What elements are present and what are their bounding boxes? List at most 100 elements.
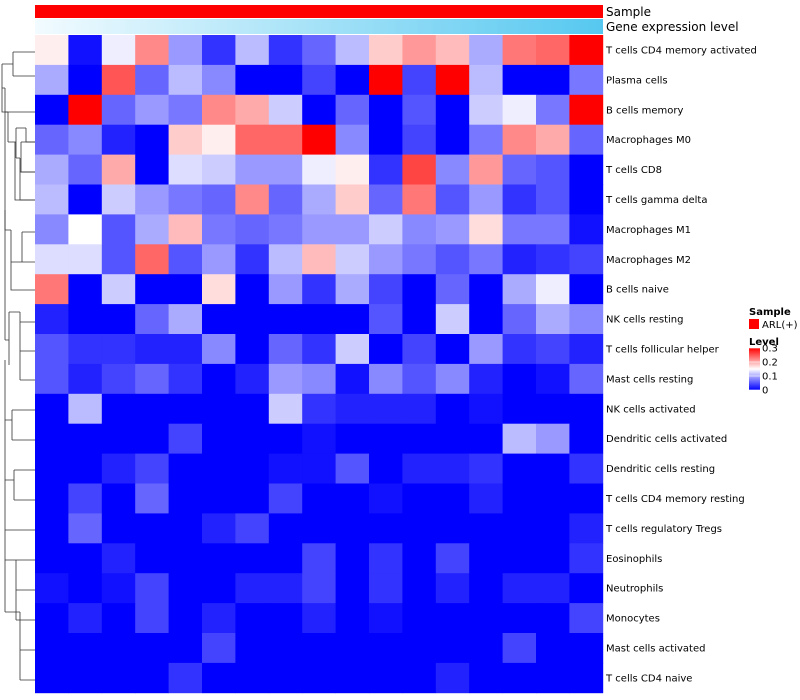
heatmap-cell <box>268 35 303 66</box>
heatmap-cell <box>302 423 336 454</box>
heatmap-cell <box>68 154 103 185</box>
row-label: NK cells activated <box>606 404 696 415</box>
heatmap-cell <box>536 603 570 634</box>
heatmap-cell <box>168 513 203 544</box>
heatmap-cell <box>569 244 604 275</box>
legend-tick-label: 0.3 <box>762 344 778 355</box>
heatmap-cell <box>369 184 403 215</box>
heatmap-cell <box>235 393 270 425</box>
heatmap-cell <box>469 363 503 395</box>
heatmap-cell <box>35 662 69 694</box>
heatmap-cell <box>168 483 203 514</box>
heatmap-cell <box>268 573 303 604</box>
heatmap-cell <box>268 244 303 275</box>
heatmap-cell <box>569 603 604 634</box>
heatmap-cell <box>202 124 236 155</box>
heatmap-cell <box>235 543 270 574</box>
heatmap-cell <box>135 662 169 694</box>
heatmap-cell <box>536 662 570 694</box>
sample-annotation-bar <box>35 5 603 18</box>
heatmap-cell <box>469 633 503 664</box>
heatmap-cell <box>502 453 537 484</box>
heatmap-cell <box>302 334 336 365</box>
heatmap-cell <box>101 35 136 66</box>
heatmap-cell <box>68 124 103 155</box>
heatmap-cell <box>569 304 604 335</box>
heatmap-cell <box>101 184 136 215</box>
heatmap-cell <box>68 483 103 514</box>
heatmap-cell <box>68 35 103 66</box>
heatmap-cell <box>536 244 570 275</box>
heatmap-cell <box>101 453 136 484</box>
heatmap-cell <box>435 154 470 185</box>
row-label: T cells regulatory Tregs <box>605 524 722 535</box>
heatmap-cell <box>135 154 169 185</box>
heatmap-cell <box>202 513 236 544</box>
heatmap-cell <box>502 124 537 155</box>
heatmap-cell <box>101 363 136 395</box>
heatmap-cell <box>569 453 604 484</box>
heatmap-cell <box>168 244 203 275</box>
heatmap-cell <box>235 244 270 275</box>
heatmap-cell <box>402 483 437 514</box>
heatmap-cell <box>536 94 570 126</box>
row-label: T cells follicular helper <box>605 344 720 355</box>
heatmap-cell <box>135 35 169 66</box>
heatmap-cell <box>569 274 604 305</box>
heatmap-cell <box>202 603 236 634</box>
heatmap-cell <box>335 453 370 484</box>
expression-annotation-bar <box>35 19 603 34</box>
heatmap-cell <box>335 124 370 155</box>
row-dendrogram <box>1 51 35 681</box>
heatmap-cell <box>168 154 203 185</box>
heatmap-cell <box>569 393 604 425</box>
heatmap-cell <box>502 513 537 544</box>
heatmap-cell <box>502 603 537 634</box>
heatmap-cell <box>435 184 470 215</box>
heatmap-cell <box>235 64 270 96</box>
heatmap-cell <box>101 304 136 335</box>
legend-sample-title: Sample <box>749 307 791 318</box>
heatmap-cell <box>302 94 336 126</box>
heatmap-cell <box>35 184 69 215</box>
heatmap-cell <box>35 393 69 425</box>
heatmap-cell <box>369 334 403 365</box>
heatmap-cell <box>469 393 503 425</box>
heatmap-cell <box>168 214 203 245</box>
heatmap-cell <box>369 662 403 694</box>
heatmap-cell <box>335 573 370 604</box>
heatmap-cell <box>202 184 236 215</box>
heatmap-cell <box>135 543 169 574</box>
heatmap-cell <box>402 363 437 395</box>
expression-annotation-label: Gene expression level <box>606 20 739 34</box>
heatmap-cell <box>469 423 503 454</box>
heatmap-cell <box>469 124 503 155</box>
heatmap-cell <box>502 184 537 215</box>
heatmap-cell <box>68 453 103 484</box>
heatmap-cell <box>68 214 103 245</box>
heatmap-cell <box>202 483 236 514</box>
heatmap-cell <box>569 633 604 664</box>
heatmap-cell <box>502 363 537 395</box>
heatmap-cell <box>536 304 570 335</box>
heatmap-cell <box>335 35 370 66</box>
heatmap-cell <box>469 304 503 335</box>
heatmap-cell <box>369 423 403 454</box>
heatmap-cell <box>469 662 503 694</box>
heatmap-cell <box>402 304 437 335</box>
row-label: Macrophages M2 <box>606 255 691 266</box>
heatmap-cell <box>536 543 570 574</box>
heatmap-cell <box>469 64 503 96</box>
heatmap-cell <box>335 662 370 694</box>
heatmap-cell <box>68 274 103 305</box>
heatmap-cell <box>135 64 169 96</box>
heatmap-cell <box>202 304 236 335</box>
heatmap-cell <box>302 603 336 634</box>
heatmap-cell <box>335 244 370 275</box>
heatmap-cell <box>569 573 604 604</box>
heatmap-cell <box>35 543 69 574</box>
heatmap-cell <box>469 334 503 365</box>
heatmap-cell <box>469 154 503 185</box>
heatmap-cell <box>235 603 270 634</box>
heatmap-cell <box>168 662 203 694</box>
